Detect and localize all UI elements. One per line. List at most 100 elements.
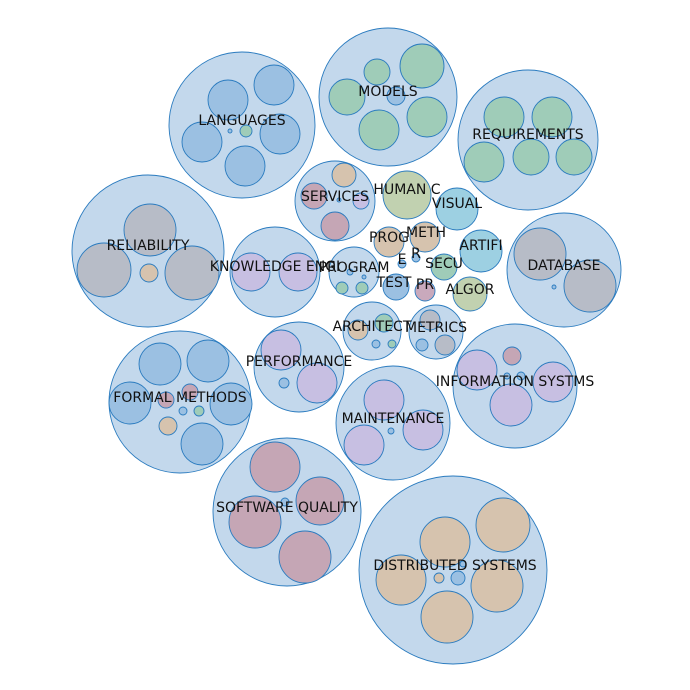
bubble-services-child-3 xyxy=(352,192,370,210)
bubble-program-child-2 xyxy=(346,268,354,276)
bubble-languages-child-5 xyxy=(239,124,253,138)
bubble-label-requirements: REQUIREMENTS xyxy=(472,127,583,143)
bubble-distributed-systems-child-0 xyxy=(419,516,471,568)
bubble-formal-methods xyxy=(108,330,253,474)
bubble-architecture-child-3 xyxy=(387,339,397,349)
bubble-formal-methods-child-8 xyxy=(178,406,188,416)
bubble-performance-child-0 xyxy=(260,329,302,371)
bubble-formal-methods-child-4 xyxy=(180,422,224,466)
bubble-maintenance-child-1 xyxy=(402,409,444,451)
bubble-r-small xyxy=(411,253,421,263)
bubble-human-computer-circle xyxy=(382,170,432,220)
bubble-software-quality-child-0 xyxy=(249,441,301,493)
bubble-services-child-4 xyxy=(336,197,342,203)
bubble-software-quality-child-3 xyxy=(278,530,332,584)
bubble-security-circle xyxy=(430,253,458,281)
bubble-distributed-systems xyxy=(358,475,548,665)
bubble-requirements xyxy=(457,69,599,211)
bubble-knowledge-engineering-outer xyxy=(229,226,321,318)
bubble-label-models: MODELS xyxy=(358,84,418,100)
bubble-label-security: SECU xyxy=(425,256,463,272)
bubble-label-database: DATABASE xyxy=(528,258,601,274)
bubble-label-human-computer: HUMAN C xyxy=(373,182,440,198)
bubble-algorithms xyxy=(452,276,488,312)
bubble-label-performance: PERFORMANCE xyxy=(246,354,353,370)
bubble-languages-child-2 xyxy=(181,121,223,163)
bubble-information-systems-child-2 xyxy=(532,361,574,403)
bubble-distributed-systems-child-1 xyxy=(475,497,531,553)
bubble-maintenance-child-0 xyxy=(363,379,405,421)
bubble-knowledge-engineering xyxy=(229,226,321,318)
bubble-database xyxy=(506,212,622,328)
bubble-knowledge-engineering-child-0 xyxy=(231,252,271,292)
bubble-performance xyxy=(253,321,345,413)
bubble-formal-methods-child-2 xyxy=(108,381,152,425)
bubble-services xyxy=(294,160,376,242)
bubble-pr-circle xyxy=(414,280,436,302)
bubble-information-systems-child-4 xyxy=(516,371,526,381)
bubble-maintenance-child-3 xyxy=(387,427,395,435)
bubble-knowledge-engineering-child-1 xyxy=(278,252,318,292)
bubble-languages-child-1 xyxy=(253,64,295,106)
bubble-label-maintenance: MAINTENANCE xyxy=(342,411,445,427)
bubble-information-systems-child-1 xyxy=(489,383,533,427)
bubble-models-child-4 xyxy=(358,109,400,151)
bubble-program-child-1 xyxy=(355,281,369,295)
bubble-formal-methods-child-5 xyxy=(158,416,178,436)
label-layer: DISTRIBUTED SYSTEMS SOFTWARE QUALITY FORMA… xyxy=(107,84,601,574)
bubble-visual-circle xyxy=(435,187,479,231)
bubble-formal-methods-child-6 xyxy=(181,383,199,401)
bubble-software-quality xyxy=(212,437,362,587)
bubble-services-child-0 xyxy=(331,162,357,188)
bubble-label-process: PROG xyxy=(369,230,409,246)
bubble-languages-child-6 xyxy=(227,128,233,134)
bubble-reliability-child-3 xyxy=(139,263,159,283)
bubble-database-child-1 xyxy=(563,259,617,313)
bubble-distributed-systems-child-5 xyxy=(433,572,445,584)
bubble-models-child-3 xyxy=(406,96,448,138)
bubble-methods xyxy=(409,221,441,253)
bubble-metrics-child-0 xyxy=(419,309,441,331)
bubble-distributed-systems-child-4 xyxy=(420,590,474,644)
bubble-requirements-child-1 xyxy=(531,96,573,138)
bubble-label-distributed-systems: DISTRIBUTED SYSTEMS xyxy=(373,558,536,574)
bubble-reliability-child-1 xyxy=(76,242,132,298)
bubble-e-small xyxy=(397,259,407,269)
bubble-formal-methods-child-3 xyxy=(209,382,253,426)
bubble-services-child-1 xyxy=(300,182,328,210)
bubble-models xyxy=(318,27,458,167)
bubble-information-systems xyxy=(452,323,578,449)
bubble-label-program: PROGRAM xyxy=(319,260,390,276)
bubble-services-child-2 xyxy=(320,211,350,241)
bubble-formal-methods-child-0 xyxy=(138,342,182,386)
bubble-layer xyxy=(71,27,622,665)
bubble-label-languages: LANGUAGES xyxy=(198,113,285,129)
bubble-performance-child-2 xyxy=(278,377,290,389)
bubble-metrics-child-2 xyxy=(415,338,429,352)
bubble-maintenance-child-2 xyxy=(343,424,385,466)
bubble-label-algorithms: ALGOR xyxy=(446,282,495,298)
bubble-security xyxy=(430,253,458,281)
bubble-database-child-0 xyxy=(513,227,567,281)
bubble-information-systems-child-5 xyxy=(503,372,511,380)
bubble-process-circle xyxy=(373,226,405,258)
bubble-label-metrics: METRICS xyxy=(405,320,467,336)
bubble-methods-circle xyxy=(409,221,441,253)
bubble-models-child-5 xyxy=(386,86,406,106)
bubble-database-child-2 xyxy=(551,284,557,290)
bubble-languages-child-3 xyxy=(259,113,301,155)
bubble-metrics-child-1 xyxy=(434,334,456,356)
bubble-distributed-systems-child-2 xyxy=(375,554,427,606)
bubble-label-pr: PR xyxy=(416,277,434,293)
bubble-process xyxy=(373,226,405,258)
bubble-reliability xyxy=(71,174,225,328)
bubble-maintenance xyxy=(335,365,451,481)
bubble-program-child-0 xyxy=(335,281,349,295)
bubble-distributed-systems-child-3 xyxy=(470,559,524,613)
bubble-label-e-small: E xyxy=(398,252,407,268)
bubble-algorithms-circle xyxy=(452,276,488,312)
bubble-reliability-child-0 xyxy=(123,203,177,257)
bubble-information-systems-child-3 xyxy=(502,346,522,366)
bubble-human-computer xyxy=(382,170,432,220)
